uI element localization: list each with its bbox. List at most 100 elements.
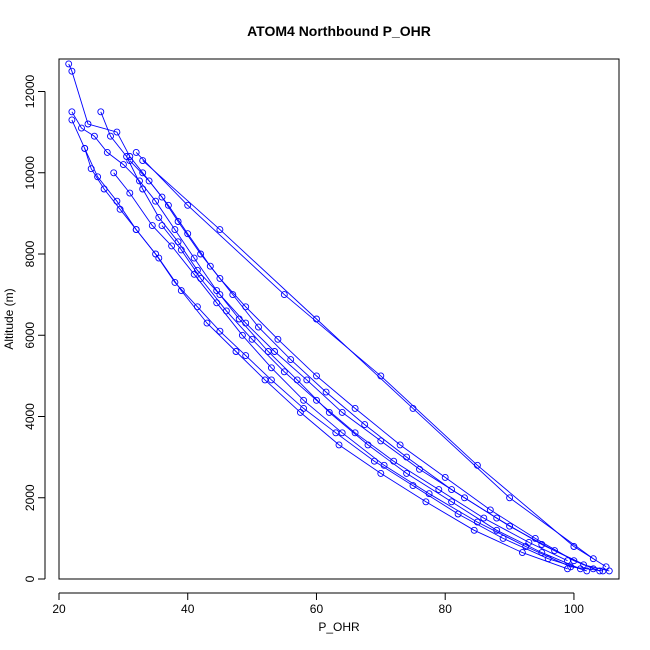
- data-point: [274, 335, 282, 343]
- x-axis-label: P_OHR: [318, 620, 360, 634]
- data-point: [126, 189, 134, 197]
- series-3: [68, 116, 591, 575]
- data-point: [174, 218, 182, 225]
- series-layer: [65, 60, 613, 575]
- data-point: [313, 315, 320, 323]
- data-point: [139, 185, 147, 193]
- data-point: [390, 457, 398, 465]
- data-point: [132, 226, 140, 234]
- data-point: [229, 291, 237, 299]
- data-point: [90, 132, 98, 140]
- data-point: [338, 408, 346, 416]
- data-point: [271, 348, 279, 355]
- series-10: [81, 144, 571, 573]
- data-point: [148, 222, 156, 230]
- data-point: [303, 376, 311, 384]
- data-point: [325, 408, 333, 416]
- data-point: [493, 514, 501, 522]
- y-tick-label: 12000: [23, 74, 37, 108]
- data-point: [222, 307, 230, 315]
- data-point: [448, 498, 456, 506]
- data-point: [589, 565, 597, 573]
- data-point: [248, 335, 256, 343]
- y-tick-label: 8000: [23, 240, 37, 267]
- data-point: [65, 60, 73, 68]
- data-point: [448, 486, 456, 494]
- data-point: [322, 388, 330, 396]
- data-point: [84, 120, 92, 128]
- data-point: [255, 323, 262, 331]
- data-point: [158, 222, 166, 230]
- data-point: [377, 437, 385, 445]
- data-point: [280, 291, 288, 299]
- data-point: [238, 331, 246, 339]
- data-point: [68, 67, 76, 75]
- data-point: [518, 549, 526, 557]
- data-point: [470, 526, 478, 534]
- series-line: [113, 172, 603, 572]
- series-8: [139, 157, 597, 563]
- x-axis: 20 40 60 80 100: [52, 592, 584, 616]
- data-point: [206, 262, 214, 270]
- data-point: [538, 541, 546, 548]
- series-2: [68, 108, 584, 573]
- data-point: [486, 506, 494, 514]
- data-point: [242, 319, 250, 327]
- data-point: [107, 132, 114, 140]
- y-tick-label: 6000: [23, 322, 37, 349]
- data-point: [155, 254, 163, 262]
- data-point: [564, 557, 571, 565]
- data-point: [216, 274, 224, 282]
- data-point: [155, 213, 163, 221]
- data-point: [300, 396, 308, 404]
- series-line: [142, 160, 594, 560]
- x-tick-label: 60: [310, 602, 324, 616]
- series-5: [126, 157, 613, 575]
- data-point: [351, 429, 359, 437]
- y-tick-label: 10000: [23, 156, 37, 190]
- data-point: [113, 197, 121, 205]
- data-point: [338, 429, 346, 437]
- y-axis: 0 2000 4000 6000 8000 10000 12000: [23, 74, 46, 582]
- data-point: [97, 108, 105, 116]
- data-point: [551, 547, 559, 555]
- data-point: [480, 514, 488, 522]
- data-point: [68, 116, 76, 124]
- data-point: [113, 128, 121, 136]
- data-point: [168, 242, 176, 250]
- data-point: [132, 148, 140, 156]
- data-point: [261, 376, 269, 384]
- series-line: [68, 63, 600, 572]
- data-point: [313, 396, 320, 404]
- x-tick-label: 80: [439, 602, 453, 616]
- data-point: [403, 453, 411, 461]
- series-line: [84, 148, 568, 570]
- data-point: [441, 473, 449, 481]
- data-point: [287, 356, 295, 364]
- data-point: [119, 161, 127, 169]
- series-7: [132, 148, 610, 571]
- data-point: [583, 567, 591, 575]
- data-point: [139, 157, 147, 165]
- data-point: [126, 157, 134, 165]
- data-point: [184, 201, 192, 209]
- data-point: [197, 274, 205, 282]
- data-point: [377, 469, 385, 477]
- data-point: [602, 563, 610, 571]
- y-tick-label: 4000: [23, 403, 37, 430]
- data-point: [280, 368, 288, 376]
- data-point: [403, 469, 411, 477]
- data-point: [216, 291, 224, 299]
- data-point: [525, 538, 533, 546]
- series-1: [65, 60, 604, 575]
- data-point: [110, 169, 118, 177]
- series-line: [129, 160, 610, 572]
- data-point: [190, 254, 198, 262]
- data-point: [409, 404, 417, 412]
- data-point: [232, 348, 240, 355]
- data-point: [564, 565, 571, 573]
- series-line: [71, 119, 587, 572]
- data-point: [473, 518, 481, 526]
- y-tick-label: 2000: [23, 484, 37, 511]
